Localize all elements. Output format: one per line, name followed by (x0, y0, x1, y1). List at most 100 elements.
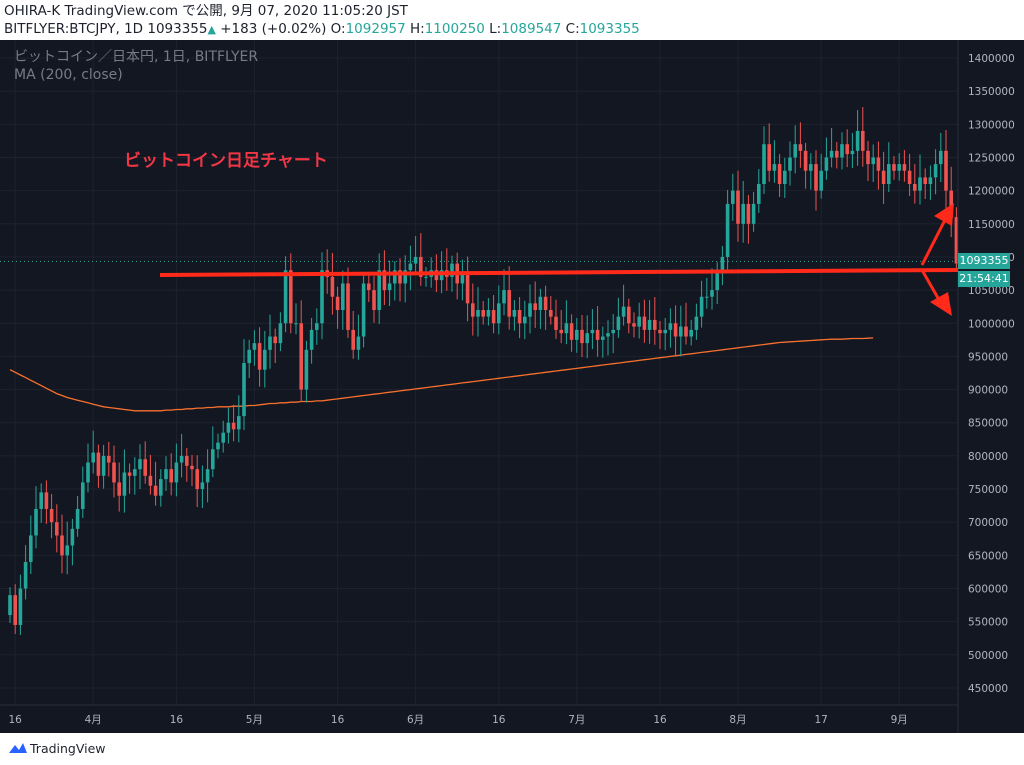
x-tick-label: 16 (653, 714, 667, 726)
candle-body (179, 455, 184, 463)
candle (211, 426, 215, 478)
candle-body (731, 190, 735, 204)
candle (325, 249, 329, 294)
y-tick-label: 1050000 (968, 285, 1015, 297)
y-tick-label: 1400000 (968, 53, 1015, 65)
candle-body (762, 144, 766, 184)
candle-body (335, 296, 340, 310)
candle-body (580, 329, 584, 344)
candle (580, 314, 584, 358)
candle (528, 284, 532, 334)
candle-body (616, 316, 621, 330)
header-bar: OHIRA-K TradingView.com で公開, 9月 07, 2020… (0, 0, 1024, 40)
candle (382, 250, 387, 306)
candle-body (13, 595, 17, 625)
candle (8, 587, 12, 624)
candle (190, 454, 194, 487)
candle-body (517, 310, 522, 324)
candle (289, 253, 293, 334)
candle-body (23, 562, 28, 589)
candle (169, 453, 173, 496)
candle (637, 302, 641, 339)
candle (424, 266, 428, 287)
x-tick-label: 9月 (891, 714, 908, 726)
candle-body (866, 150, 870, 165)
tradingview-logo-icon[interactable] (8, 741, 28, 755)
candle-body (86, 462, 90, 483)
candle-body (611, 329, 615, 334)
candle-body (377, 270, 381, 310)
candle (497, 285, 501, 335)
candle (887, 142, 891, 192)
candle (866, 140, 870, 182)
candle-body (736, 190, 740, 224)
candle (377, 253, 381, 324)
candle-body (523, 316, 527, 324)
candle-body (954, 217, 959, 264)
candle (101, 444, 106, 489)
candle (944, 129, 948, 210)
candle (117, 462, 121, 512)
candle (871, 144, 875, 183)
candle-body (746, 203, 751, 224)
candle-body (907, 170, 912, 184)
candle-body (8, 595, 12, 616)
candle (575, 317, 579, 353)
candle (923, 168, 927, 199)
candle-body (299, 323, 303, 390)
candle (460, 259, 465, 301)
y-tick-label: 800000 (968, 451, 1008, 463)
candle (684, 302, 688, 345)
candle-body (585, 333, 589, 344)
legend: ビットコイン／日本円, 1日, BITFLYER MA (200, close) (14, 48, 258, 84)
price-chart[interactable]: 1400000 1350000 1300000 1250000 1200000 11500… (0, 40, 1024, 733)
candle (653, 297, 657, 345)
ma-200-line (9, 337, 874, 412)
candle-body (133, 469, 137, 476)
legend-indicator: MA (200, close) (14, 67, 123, 83)
candle-body (273, 336, 277, 344)
candle-body (117, 482, 121, 496)
candle-body (231, 422, 236, 430)
candle (689, 319, 693, 346)
candle-body (138, 459, 142, 470)
candle (845, 129, 849, 168)
candle (242, 339, 246, 431)
branding-bar: TradingView (0, 733, 1024, 765)
candle (81, 466, 85, 518)
x-tick-label: 16 (9, 714, 23, 726)
candle-body (855, 130, 860, 151)
candle-body (653, 319, 657, 330)
candle-body (75, 508, 80, 529)
candle (819, 153, 823, 199)
y-tick-label: 1000000 (968, 318, 1015, 330)
candle-body (793, 144, 797, 158)
candle (372, 276, 376, 323)
low-value: 1089547 (501, 21, 562, 37)
high-label: H: (410, 21, 425, 37)
x-tick-label: 17 (815, 714, 828, 726)
candle (60, 514, 64, 574)
candle-body (309, 329, 314, 350)
candle (715, 262, 719, 305)
candle (138, 444, 142, 490)
brand-name[interactable]: TradingView (30, 741, 106, 756)
candle-body (699, 296, 704, 317)
candle (159, 469, 163, 507)
change-value: +183 (+0.02%) (220, 21, 327, 37)
candle (699, 280, 704, 328)
candle-body (679, 326, 683, 337)
candle (387, 260, 392, 307)
candle (809, 153, 813, 190)
candle (679, 305, 683, 357)
candle (268, 314, 272, 369)
candle-body (289, 270, 293, 324)
candle (70, 518, 75, 566)
symbol-label: BITFLYER:BTCJPY, 1D (4, 21, 144, 37)
candle-body (320, 270, 324, 324)
candle (741, 181, 745, 243)
candle-body (361, 283, 366, 337)
candle-body (835, 150, 839, 158)
candle-body (419, 256, 423, 277)
x-tick-label: 16 (170, 714, 184, 726)
